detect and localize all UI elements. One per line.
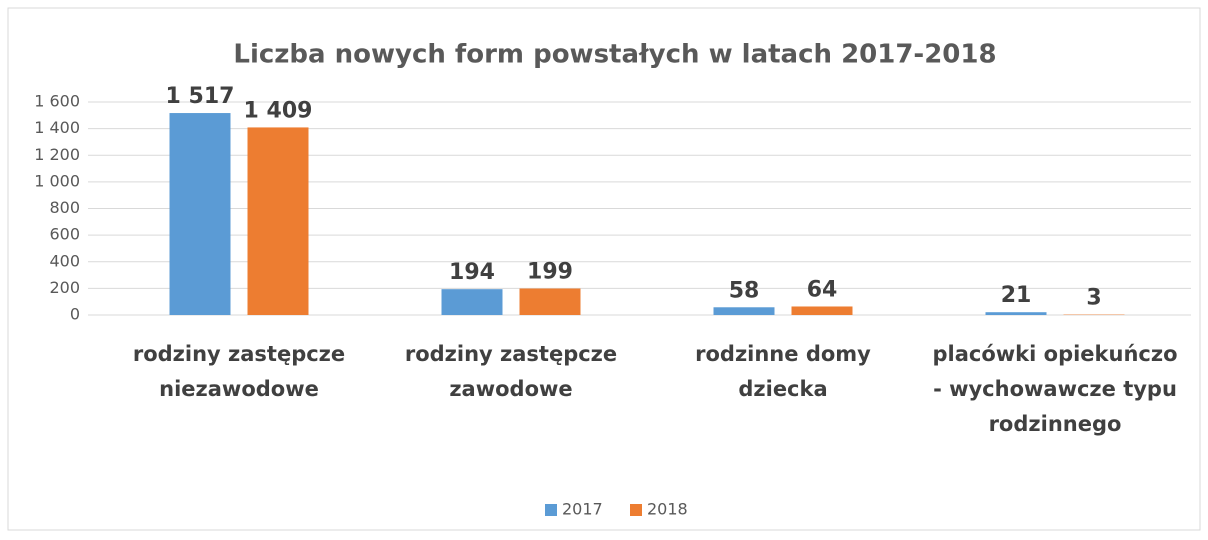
y-tick-label: 0	[70, 305, 80, 324]
legend-swatch	[630, 504, 642, 516]
bar	[169, 113, 231, 315]
data-label: 199	[527, 260, 573, 285]
y-tick-label: 1 200	[34, 145, 80, 164]
bar	[791, 306, 853, 315]
x-tick-label: placówki opiekuńczo - wychowawcze typu r…	[932, 342, 1178, 436]
bar	[441, 289, 503, 315]
data-label: 64	[807, 277, 838, 302]
x-tick-label: rodziny zastępcze niezawodowe	[132, 342, 346, 401]
data-label: 1 517	[166, 84, 235, 109]
y-tick-label: 600	[49, 225, 80, 244]
chart-title: Liczba nowych form powstałych w latach 2…	[233, 40, 996, 70]
data-label: 194	[449, 260, 495, 285]
y-tick-label: 1 400	[34, 118, 80, 137]
bar	[247, 127, 309, 315]
x-tick-label: rodziny zastępcze zawodowe	[404, 342, 618, 401]
legend-swatch	[545, 504, 557, 516]
data-label: 3	[1086, 286, 1101, 311]
legend-label: 2018	[647, 500, 688, 519]
data-label: 21	[1001, 283, 1032, 308]
data-label: 58	[729, 278, 760, 303]
y-tick-label: 400	[49, 251, 80, 270]
y-tick-label: 800	[49, 198, 80, 217]
bar	[985, 312, 1047, 315]
y-tick-label: 1 000	[34, 171, 80, 190]
data-label: 1 409	[244, 98, 313, 123]
legend-label: 2017	[562, 500, 603, 519]
y-tick-label: 200	[49, 278, 80, 297]
bar	[713, 307, 775, 315]
x-tick-label: rodzinne domy dziecka	[695, 342, 871, 401]
y-tick-label: 1 600	[34, 92, 80, 111]
bar	[519, 288, 581, 315]
